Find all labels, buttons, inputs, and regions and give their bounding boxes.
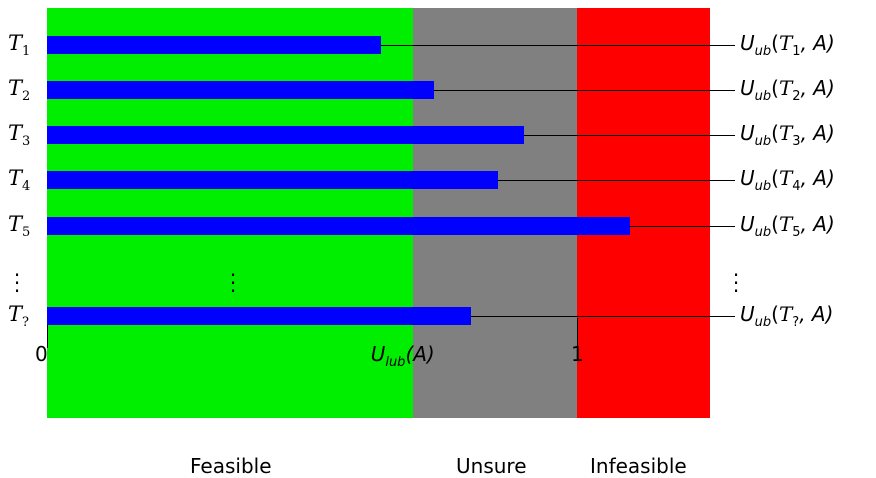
upper-bound-label: Uub(T?, A) (740, 304, 833, 329)
task-label: T4 (8, 166, 31, 195)
bound-symbol: U (740, 166, 755, 190)
bound-task-subscript: ? (792, 315, 800, 330)
bound-subscript: ub (754, 225, 772, 240)
bound-subscript: ub (754, 179, 772, 194)
bound-subscript: ub (754, 134, 772, 149)
axis-zero-line (47, 318, 48, 348)
bound-paren: ( (771, 76, 779, 100)
task-label: T5 (8, 212, 31, 241)
bound-subscript: ub (754, 89, 772, 104)
axis-label-lub: Ulub(A) (371, 344, 435, 369)
task-symbol: T (8, 121, 23, 145)
bound-symbol: U (740, 212, 755, 236)
task-label: T1 (8, 31, 31, 60)
task-label: T2 (8, 76, 31, 105)
leader-line (380, 45, 735, 46)
task-subscript: 1 (22, 44, 31, 60)
leader-line (524, 135, 735, 136)
bound-argument: , A) (800, 76, 835, 100)
leader-line (471, 316, 735, 317)
utilization-bar (47, 81, 434, 99)
task-symbol: T (8, 302, 23, 326)
lub-argument: (A) (405, 342, 435, 366)
feasible-region (47, 8, 413, 418)
axis-one-line (577, 318, 578, 348)
lub-subscript: lub (385, 355, 406, 370)
bound-subscript: ub (754, 44, 772, 59)
utilization-bar (47, 307, 471, 325)
task-symbol: T (8, 31, 23, 55)
upper-bound-label: Uub(T5, A) (740, 214, 835, 239)
leader-line (497, 180, 735, 181)
upper-bound-label: Uub(T4, A) (740, 168, 835, 193)
bound-paren: ( (771, 302, 779, 326)
bound-task-symbol: T (778, 302, 793, 326)
bound-argument: , A) (799, 302, 834, 326)
unsure-label: Unsure (456, 454, 527, 478)
feasible-label: Feasible (190, 454, 272, 478)
bound-task-subscript: 3 (792, 134, 801, 149)
ellipsis-middle: . . . (229, 257, 237, 297)
bound-argument: , A) (800, 121, 835, 145)
infeasible-label: Infeasible (590, 454, 687, 478)
leader-line (630, 226, 735, 227)
bound-symbol: U (740, 31, 755, 55)
lub-symbol: U (370, 342, 386, 366)
upper-bound-label: Uub(T1, A) (740, 33, 835, 58)
bound-symbol: U (740, 302, 755, 326)
task-symbol: T (8, 166, 23, 190)
bound-task-subscript: 2 (792, 89, 801, 104)
bound-subscript: ub (754, 315, 772, 330)
utilization-bar (47, 171, 498, 189)
utilization-bar (47, 36, 381, 54)
bound-paren: ( (771, 121, 779, 145)
leader-line (433, 90, 735, 91)
infeasible-region (577, 8, 710, 418)
task-symbol: T (8, 212, 23, 236)
utilization-bar (47, 217, 630, 235)
axis-label-one: 1 (571, 342, 584, 366)
bound-task-symbol: T (778, 76, 793, 100)
task-subscript: ? (22, 315, 29, 331)
bound-task-subscript: 5 (792, 225, 801, 240)
ellipsis-right: . . . (732, 257, 740, 297)
bound-task-symbol: T (778, 212, 793, 236)
task-label: T? (8, 302, 29, 331)
bound-paren: ( (771, 31, 779, 55)
unsure-region (412, 8, 577, 418)
bound-task-subscript: 4 (792, 179, 801, 194)
upper-bound-label: Uub(T3, A) (740, 123, 835, 148)
bound-argument: , A) (800, 166, 835, 190)
bound-paren: ( (771, 212, 779, 236)
ellipsis-left: . . . (13, 257, 21, 297)
bound-symbol: U (740, 121, 755, 145)
bound-paren: ( (771, 166, 779, 190)
task-symbol: T (8, 76, 23, 100)
bound-task-subscript: 1 (792, 44, 801, 59)
task-label: T3 (8, 121, 31, 150)
task-subscript: 4 (22, 179, 31, 195)
bound-argument: , A) (800, 31, 835, 55)
utilization-bar (47, 126, 524, 144)
task-subscript: 5 (22, 225, 31, 241)
task-subscript: 3 (22, 134, 31, 150)
task-subscript: 2 (22, 89, 31, 105)
bound-argument: , A) (800, 212, 835, 236)
axis-label-zero: 0 (35, 342, 48, 366)
upper-bound-label: Uub(T2, A) (740, 78, 835, 103)
bound-symbol: U (740, 76, 755, 100)
bound-task-symbol: T (778, 31, 793, 55)
bound-task-symbol: T (778, 121, 793, 145)
bound-task-symbol: T (778, 166, 793, 190)
